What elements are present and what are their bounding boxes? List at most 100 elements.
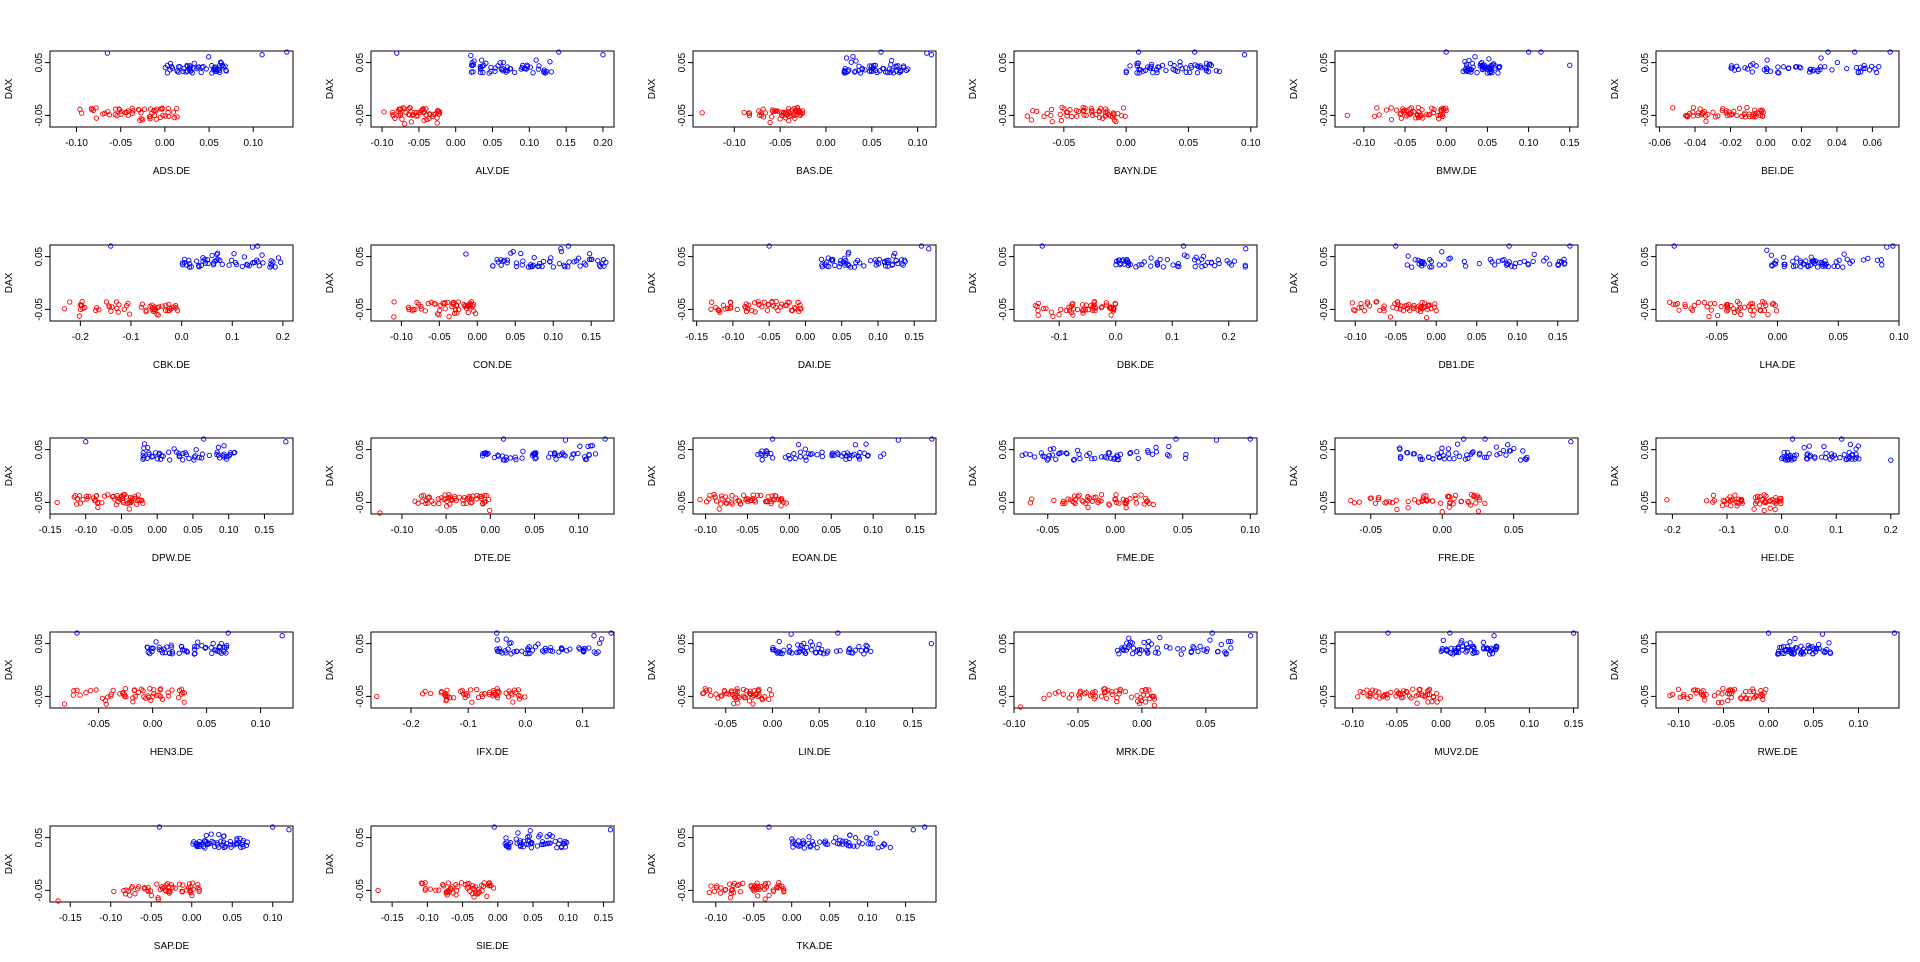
point-down [752, 300, 758, 306]
point-up [1567, 62, 1573, 68]
point-down [129, 884, 135, 890]
point-down [464, 885, 470, 891]
point-up [1822, 258, 1828, 264]
point-up [1181, 252, 1188, 258]
point-down [750, 886, 756, 893]
point-down [1743, 695, 1749, 701]
point-down [1482, 500, 1488, 507]
point-up [1772, 261, 1779, 267]
y-axis-label: DAX [968, 659, 979, 680]
point-down [452, 307, 459, 313]
point-up [156, 647, 163, 653]
point-up [1786, 65, 1792, 71]
point-down [171, 304, 177, 310]
point-up [1866, 67, 1873, 73]
point-down [1437, 500, 1444, 506]
point-up [220, 64, 226, 70]
point-up [535, 66, 542, 72]
point-up [1828, 451, 1835, 457]
point-up [1504, 442, 1511, 448]
x-axis-label: TKA.DE [796, 941, 832, 952]
y-tick-label: 0.05 [355, 439, 366, 459]
point-up [187, 261, 193, 267]
point-up [1784, 449, 1791, 456]
point-down [1068, 303, 1075, 309]
plot-frame [370, 631, 615, 709]
point-up [757, 450, 763, 457]
point-down [1134, 692, 1140, 699]
point-down [1710, 109, 1716, 115]
point-down [1736, 300, 1742, 307]
point-down [418, 493, 425, 499]
point-up [141, 441, 148, 447]
point-up [1175, 646, 1181, 652]
point-up [921, 824, 928, 830]
point-up [1491, 61, 1497, 67]
point-down [1071, 493, 1078, 499]
point-down [1108, 312, 1114, 318]
point-up [1166, 443, 1172, 450]
point-up [1785, 453, 1792, 459]
point-down [755, 893, 761, 899]
point-up [394, 50, 400, 56]
point-down [1693, 690, 1699, 696]
point-up [582, 456, 589, 463]
point-up [561, 452, 567, 458]
point-down [1720, 497, 1726, 504]
point-down [1746, 303, 1752, 309]
point-down [435, 496, 441, 502]
point-down [778, 503, 784, 509]
point-up [1547, 261, 1553, 267]
point-down [162, 113, 169, 119]
point-up [239, 841, 245, 848]
point-up [864, 835, 870, 841]
point-up [156, 824, 163, 830]
point-up [1441, 262, 1448, 268]
point-up [1517, 259, 1523, 266]
point-up [835, 630, 841, 636]
point-up [1825, 263, 1831, 270]
point-up [1764, 57, 1770, 63]
point-up [1818, 454, 1825, 460]
point-down [1667, 299, 1673, 305]
point-down [486, 691, 493, 698]
point-up [503, 650, 509, 656]
point-down [731, 880, 738, 886]
point-down [1106, 305, 1113, 311]
point-up [797, 454, 804, 460]
point-up [140, 453, 146, 459]
point-up [1174, 68, 1181, 75]
point-up [1228, 645, 1234, 651]
point-down [1052, 690, 1058, 696]
point-down [422, 308, 428, 314]
point-up [1803, 258, 1809, 264]
point-down [757, 112, 763, 119]
point-down [735, 497, 741, 504]
x-axis-label: DB1.DE [1438, 360, 1474, 371]
point-up [1077, 456, 1083, 462]
point-up [1450, 651, 1456, 657]
point-up [843, 69, 849, 76]
point-up [802, 650, 808, 656]
point-down [461, 691, 467, 697]
point-up [1555, 262, 1561, 268]
x-tick-label: 0.05 [1196, 719, 1216, 730]
point-up [1439, 645, 1445, 652]
point-down [450, 300, 456, 306]
x-tick-label: 0.15 [581, 332, 601, 343]
point-down [1091, 302, 1097, 308]
point-down [1419, 498, 1425, 504]
point-up [524, 63, 531, 70]
point-down [717, 890, 724, 896]
point-down [1096, 114, 1103, 121]
point-up [1119, 645, 1125, 651]
point-down [1710, 492, 1717, 498]
point-down [510, 699, 516, 705]
points [391, 243, 609, 320]
y-axis-label: DAX [1289, 272, 1300, 293]
point-down [1055, 689, 1062, 695]
point-down [1434, 699, 1440, 705]
point-up [507, 66, 514, 72]
y-tick-label: -0.05 [998, 685, 1009, 708]
point-down [699, 110, 705, 116]
